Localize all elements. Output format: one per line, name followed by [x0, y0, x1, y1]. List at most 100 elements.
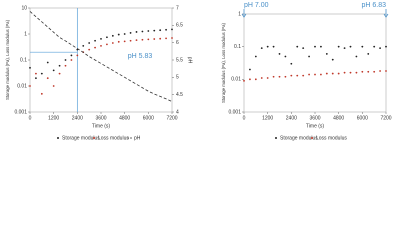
plot-frame [243, 13, 387, 113]
data-point [325, 72, 328, 75]
y2-tick-label: 4 [176, 109, 179, 115]
data-point [40, 72, 43, 75]
x-tick-label: 4800 [333, 115, 344, 121]
data-point [249, 78, 251, 81]
data-point [296, 74, 299, 77]
data-point [153, 38, 156, 40]
y-tick-label: 0.001 [228, 109, 241, 115]
y2-tick-label: 5.5 [176, 57, 183, 63]
data-point [117, 33, 120, 36]
annotation: pH 5.83 [128, 53, 153, 60]
data-point [272, 45, 275, 48]
data-point [385, 45, 387, 48]
data-point [361, 45, 364, 48]
data-point [135, 39, 138, 42]
data-point [70, 59, 73, 61]
x-axis-label: Time (s) [306, 123, 324, 129]
y-tick-label: 10 [21, 5, 27, 11]
x-tick-label: 7200 [166, 115, 177, 121]
data-point [249, 68, 251, 71]
data-point [278, 53, 281, 55]
data-point [302, 74, 305, 77]
y-tick-label: 0.01 [17, 83, 27, 89]
x-tick-label: 3600 [95, 115, 106, 121]
legend-label: pH [134, 135, 141, 141]
data-point [325, 53, 328, 55]
y-tick-label: 1 [24, 31, 27, 37]
data-point [243, 79, 245, 82]
data-point [29, 66, 31, 69]
data-point [320, 73, 322, 76]
data-point [171, 37, 173, 39]
legend-swatch [275, 137, 277, 139]
data-point [337, 45, 340, 48]
data-point [58, 64, 61, 67]
data-point [129, 32, 132, 34]
data-point [331, 58, 334, 61]
y-tick-label: 0.01 [231, 77, 241, 83]
x-tick-label: 0 [243, 115, 246, 121]
legend-swatch [57, 137, 59, 139]
data-point [314, 45, 316, 48]
data-point [129, 39, 132, 42]
legend-swatch [93, 137, 95, 139]
y-axis-label: Storage modulus (Pa), Loss modulus (Pa) [221, 22, 226, 103]
y2-tick-label: 7 [176, 5, 179, 11]
legend-label: Storage modulus [280, 135, 318, 141]
data-point [40, 92, 43, 95]
data-point [100, 37, 102, 40]
y-tick-label: 0.1 [234, 44, 241, 50]
annotation: pH 6.83 [361, 2, 386, 9]
data-point [302, 47, 305, 50]
data-point [331, 72, 334, 75]
data-point [147, 38, 150, 41]
data-point [88, 48, 91, 51]
annotation-arrowhead [383, 13, 389, 18]
data-point [367, 70, 370, 73]
data-point [284, 55, 287, 58]
data-point [58, 72, 61, 75]
data-point [141, 38, 144, 41]
data-point [349, 45, 352, 48]
data-point [337, 72, 340, 75]
data-point [308, 55, 310, 58]
data-point [385, 70, 387, 72]
legend-label: Storage modulus [62, 135, 100, 141]
x-tick-label: 6000 [357, 115, 368, 121]
data-point [70, 54, 73, 57]
data-point [355, 55, 358, 58]
data-point [272, 75, 275, 78]
data-point [260, 47, 263, 50]
data-point [260, 77, 263, 79]
data-point [165, 28, 167, 31]
data-point [308, 73, 310, 76]
data-point [123, 40, 126, 43]
data-point [64, 64, 67, 67]
annotation: pH 7.00 [244, 2, 269, 9]
legend-label: Loss modulus [98, 135, 129, 141]
data-point [254, 55, 257, 58]
y-tick-label: 0.001 [14, 109, 27, 115]
y2-axis-label: pH [187, 57, 193, 64]
data-point [266, 77, 269, 79]
data-point [52, 85, 55, 87]
legend-label: Loss modulus [316, 135, 347, 141]
data-point [135, 31, 138, 33]
data-point [141, 30, 144, 33]
data-point [64, 59, 67, 61]
data-point [106, 36, 108, 39]
annotation-arrowhead [241, 13, 247, 18]
data-point [349, 71, 352, 74]
x-tick-label: 0 [29, 115, 32, 121]
data-point [373, 70, 376, 73]
data-point [361, 70, 364, 73]
legend-swatch [311, 137, 313, 139]
data-point [111, 42, 114, 44]
data-point [254, 78, 257, 81]
x-tick-label: 6000 [143, 115, 154, 121]
x-axis-label: Time (s) [92, 123, 110, 129]
data-point [165, 37, 167, 40]
y-tick-label: 1 [238, 11, 241, 17]
data-point [94, 39, 96, 42]
